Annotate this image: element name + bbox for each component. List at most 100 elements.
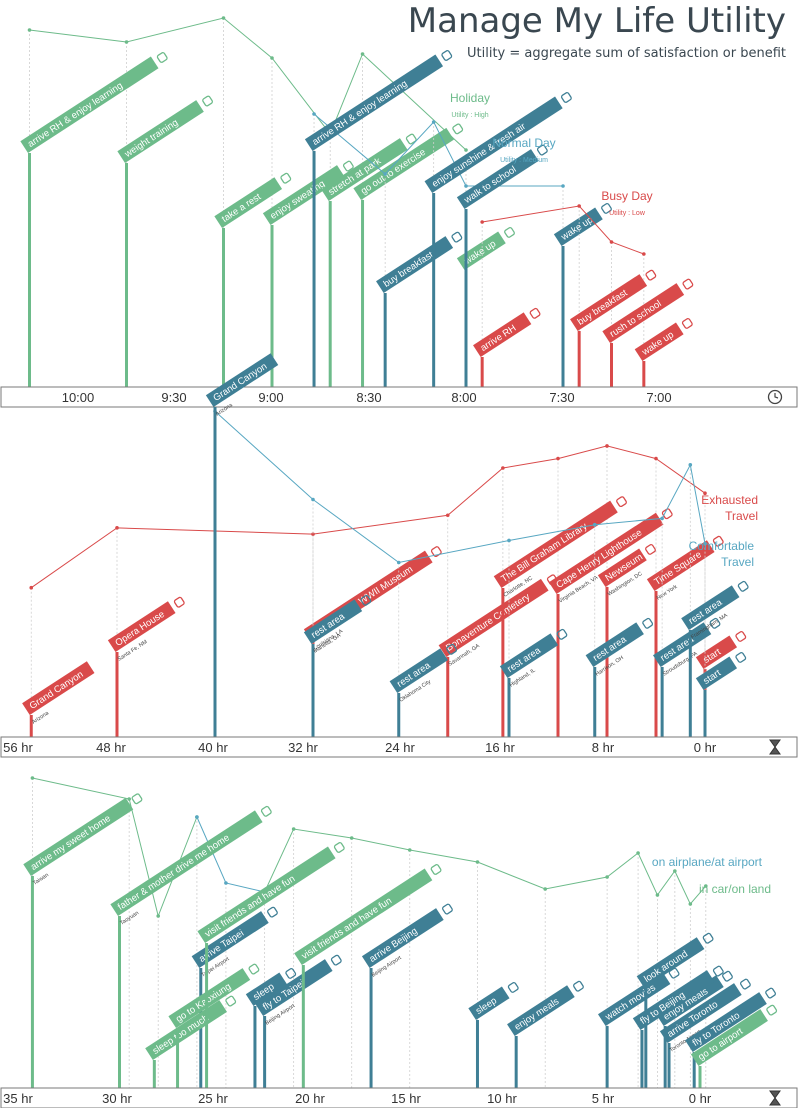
data-point (704, 884, 708, 888)
event-banner-bg (499, 633, 559, 678)
data-point (507, 538, 511, 543)
data-point (127, 797, 131, 801)
event-banner: buy breakfast (570, 269, 657, 331)
event-banner-bg (597, 548, 647, 587)
data-point (703, 491, 707, 496)
event-stem (507, 678, 511, 737)
hourglass-shape (769, 1090, 781, 1106)
event-label: arrive RH & enjoy learning (310, 78, 409, 148)
event-stem (115, 652, 119, 737)
news-icon-shape (645, 544, 656, 555)
panel2-axis-bar (0, 736, 798, 758)
run-icon (452, 123, 464, 135)
event-stem (667, 1043, 671, 1088)
data-point (655, 893, 660, 897)
event-stem (663, 1026, 667, 1088)
library-icon-shape (616, 496, 627, 508)
event-stem (605, 1026, 609, 1088)
breakfast-icon (645, 269, 657, 281)
event-stem (28, 153, 31, 387)
event-banner: sleep (468, 982, 519, 1020)
bed-icon (504, 227, 515, 238)
sun-icon-shape (560, 92, 572, 103)
event-banner-bg (685, 992, 767, 1052)
panel2-tick-label: 24 hr (385, 740, 415, 755)
car-icon-shape (260, 805, 272, 817)
event-stem (301, 965, 305, 1088)
event-stem (29, 715, 33, 737)
walk-icon (536, 144, 548, 156)
cup-icon-shape (737, 580, 749, 592)
event-stem (369, 968, 373, 1088)
apple-icon-shape (712, 535, 724, 547)
hourglass-shape (769, 739, 781, 755)
event-stem (514, 1036, 518, 1088)
cup-icon (709, 617, 721, 629)
event-banner: start (695, 652, 747, 690)
event-stem (118, 916, 121, 1088)
event-banner-bg (262, 165, 345, 225)
bed-icon (681, 318, 693, 329)
event-label: Time Square (652, 549, 703, 588)
car-icon (766, 1004, 778, 1016)
event-banner-bg (695, 656, 738, 690)
data-point (673, 869, 677, 873)
event-banner-bg (191, 911, 269, 968)
event-stem (593, 667, 597, 737)
cup-icon-shape (360, 594, 372, 606)
event-banner-bg (438, 578, 549, 657)
series-name: Normal Day (492, 136, 555, 150)
data-point (407, 848, 412, 852)
event-stem (640, 1030, 644, 1088)
stretch-icon-shape (405, 133, 417, 145)
event-stem (312, 151, 316, 387)
event-stem (263, 1016, 267, 1088)
plane-icon (739, 978, 751, 990)
event-banner-bg (695, 635, 738, 669)
event-stem (30, 876, 34, 1088)
bowl-icon (722, 970, 733, 982)
panel3-tick-label: 5 hr (592, 1091, 615, 1106)
data-point (556, 456, 560, 461)
event-banner-bg (656, 975, 724, 1026)
data-point (311, 532, 315, 536)
event-banner-bg (168, 968, 251, 1028)
event-label: enjoy meals (513, 996, 562, 1033)
event-label: arrive RH & enjoy learning (26, 80, 125, 150)
bike-icon-shape (682, 278, 694, 290)
book-icon-shape (441, 50, 453, 61)
smile-icon (342, 160, 354, 172)
series-sublabel: Utility : Medium (500, 157, 548, 164)
data-point (195, 815, 199, 819)
event-sublabel-group: Arizona (31, 710, 51, 726)
series-line-in-car (264, 828, 707, 905)
series-line-comfortable-travel (214, 410, 706, 564)
bowl-icon (573, 980, 584, 992)
event-stem (688, 630, 692, 737)
event-stem (213, 407, 217, 737)
event-stem (464, 209, 468, 387)
panel1-tick-label: 7:00 (646, 390, 671, 405)
event-banner-bg (634, 322, 684, 361)
drink-icon (642, 617, 654, 629)
data-point (688, 902, 693, 906)
event-banner-bg (468, 986, 510, 1020)
plane-icon-shape (442, 903, 453, 915)
data-point (224, 881, 228, 885)
event-banner-bg (304, 54, 444, 151)
event-stem (698, 1066, 702, 1088)
plane-icon-shape (765, 987, 776, 999)
opera-icon-shape (173, 596, 185, 608)
panel1-tick-label: 9:30 (161, 390, 186, 405)
data-point (30, 776, 35, 780)
bag-icon-shape (702, 932, 714, 944)
data-point (543, 887, 547, 891)
zzz-icon-shape (285, 968, 297, 979)
event-stem (311, 644, 315, 737)
event-stem (605, 587, 609, 737)
bowl-icon-shape (722, 970, 733, 982)
